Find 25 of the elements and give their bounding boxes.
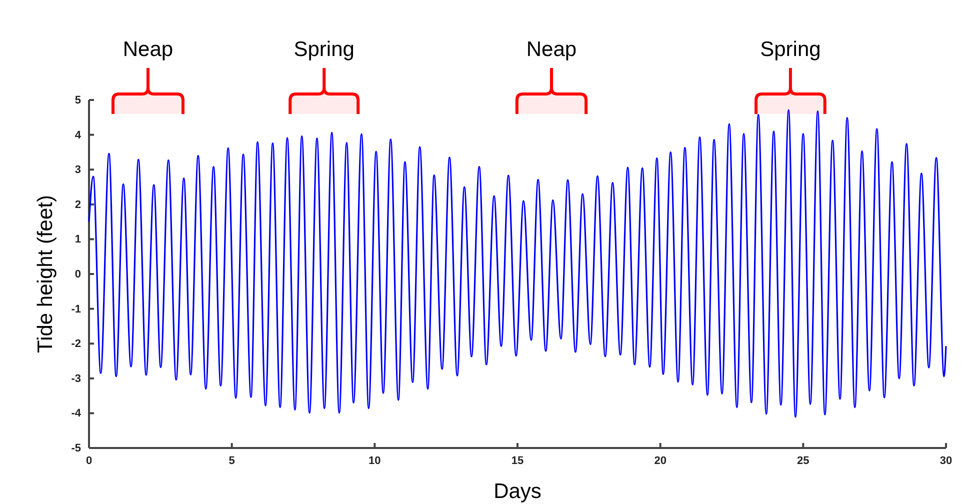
x-tick-label: 5: [228, 454, 235, 467]
y-tick-label: -5: [71, 442, 81, 455]
y-tick-label: 2: [74, 198, 81, 211]
y-tick-label: 3: [74, 164, 81, 176]
band-label: Spring: [294, 38, 354, 61]
band-label: Spring: [760, 38, 821, 61]
x-axis-title: Days: [494, 480, 542, 503]
y-tick-label: -1: [71, 303, 81, 316]
x-tick-label: 20: [654, 454, 666, 467]
y-tick-label: 4: [74, 129, 82, 142]
y-tick-label: -3: [71, 372, 81, 385]
y-axis-title: Tide height (feet): [34, 195, 57, 353]
line-series: [88, 109, 947, 418]
band-label: Neap: [122, 38, 174, 61]
y-tick-label: 0: [74, 268, 81, 281]
band-label: Neap: [526, 38, 577, 61]
y-tick-label: -2: [71, 338, 81, 350]
x-tick-label: 15: [511, 454, 524, 467]
x-tick-label: 25: [797, 454, 810, 467]
x-tick-label: 0: [86, 454, 92, 467]
y-tick-label: 5: [74, 94, 81, 107]
x-tick-label: 10: [368, 454, 381, 467]
y-tick-label: -4: [71, 408, 82, 420]
x-tick-label: 30: [940, 454, 952, 467]
y-tick-label: 1: [74, 234, 81, 246]
